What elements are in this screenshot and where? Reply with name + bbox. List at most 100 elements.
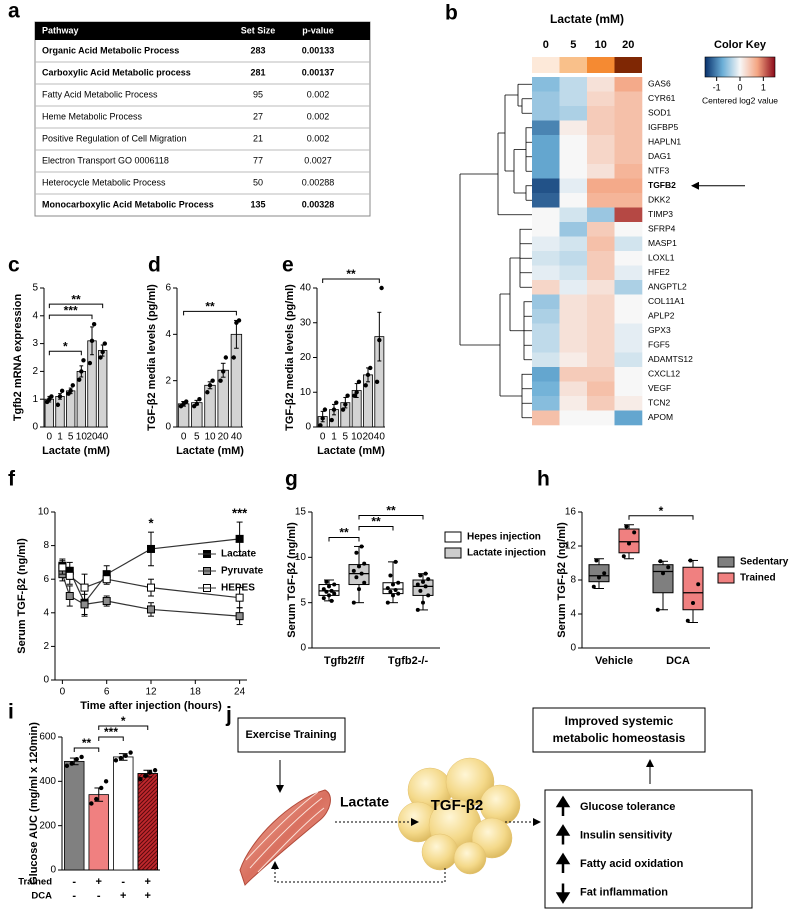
y-tick-label: 2 — [32, 366, 38, 377]
heatmap-cell — [587, 367, 615, 382]
y-tick-label: 8 — [570, 575, 576, 586]
marker — [102, 597, 111, 606]
data-point — [103, 779, 109, 784]
data-point — [354, 575, 359, 580]
heatmap-cell — [532, 207, 560, 223]
data-point — [379, 285, 384, 291]
data-point — [393, 559, 398, 564]
y-tick-label: 4 — [43, 607, 49, 618]
panel-label: h — [537, 468, 550, 491]
heatmap-cell — [559, 193, 588, 208]
heatmap-cell — [532, 120, 560, 136]
y-tick-label: 5 — [32, 283, 38, 294]
data-point — [696, 582, 701, 587]
condition-mark: + — [120, 890, 126, 902]
data-point — [426, 593, 431, 598]
table-cell: Monocarboxylic Acid Metabolic Process — [42, 199, 214, 209]
significance-label: ** — [346, 267, 356, 281]
heatmap-cell — [587, 251, 615, 266]
condition-name: Trained — [18, 877, 52, 888]
effect-arrow — [555, 824, 571, 845]
heatmap-cell — [614, 309, 643, 324]
heatmap-cell — [532, 410, 560, 426]
data-point — [396, 591, 401, 596]
heatmap-cell — [614, 294, 643, 310]
heatmap-cell — [587, 120, 615, 136]
x-tick-label: 5 — [194, 432, 200, 443]
table-cell: 0.00288 — [302, 177, 335, 187]
row-label: VEGF — [648, 383, 671, 393]
condition-mark: + — [145, 890, 151, 902]
column-header: p-value — [302, 25, 334, 35]
data-point — [658, 559, 663, 564]
significance-bracket — [322, 278, 380, 283]
row-label: CXCL12 — [648, 369, 680, 379]
data-point — [221, 369, 226, 374]
marker — [65, 571, 74, 580]
table-cell: 0.002 — [307, 133, 330, 143]
data-point — [89, 801, 94, 806]
table-cell: Positive Regulation of Cell Migration — [42, 133, 187, 143]
y-tick-label: 0 — [43, 675, 49, 686]
heatmap-cell — [614, 410, 643, 426]
data-point — [621, 554, 626, 559]
y-tick-label: 16 — [565, 507, 577, 518]
y-tick-label: 40 — [300, 283, 312, 294]
heatmap-cell — [532, 193, 560, 208]
heatmap-cell — [532, 222, 560, 237]
data-point — [123, 753, 128, 759]
bar — [64, 760, 85, 871]
data-point — [632, 530, 637, 535]
condition-mark: + — [145, 876, 151, 888]
heatmap-cell — [614, 323, 643, 339]
muscle-fibers — [245, 791, 325, 873]
data-point — [661, 571, 665, 576]
panel-label: g — [285, 468, 298, 491]
y-tick-label: 20 — [300, 352, 312, 363]
y-tick-label: 6 — [43, 574, 49, 585]
outcome-label: metabolic homeostasis — [553, 731, 686, 745]
heatmap-cell — [587, 294, 615, 310]
panel-label: f — [8, 468, 16, 491]
heatmap-cell — [614, 222, 643, 237]
table-cell: 27 — [253, 111, 263, 121]
table-header — [35, 22, 370, 40]
significance-bracket — [48, 303, 104, 309]
heatmap-cell — [587, 91, 615, 107]
significance-bracket — [358, 525, 394, 531]
legend-label: Lactate — [221, 549, 256, 560]
data-point — [218, 378, 223, 383]
marker — [235, 593, 244, 602]
heatmap-cell — [532, 178, 560, 194]
heatmap-cell — [587, 135, 615, 150]
effects-box — [544, 789, 753, 909]
data-point — [377, 337, 382, 343]
data-point — [74, 756, 79, 762]
data-point — [423, 571, 428, 576]
panel-label: e — [282, 254, 294, 277]
data-point — [89, 338, 95, 344]
data-point — [594, 558, 599, 563]
row-label: HFE2 — [648, 267, 670, 277]
data-point — [340, 407, 346, 412]
significance-label: * — [63, 339, 68, 353]
table-cell: 21 — [253, 133, 263, 143]
heatmap-cell — [614, 396, 643, 411]
row-label: TGFB2 — [648, 180, 676, 190]
row-label: GAS6 — [648, 79, 671, 89]
row-label: HAPLN1 — [648, 137, 681, 147]
data-point — [418, 588, 423, 593]
heatmap-cell — [587, 207, 615, 223]
data-point — [231, 355, 236, 360]
significance-bracket — [73, 747, 100, 752]
y-tick-label: 0 — [32, 422, 38, 433]
heatmap-cell — [614, 91, 643, 107]
y-tick-label: 4 — [32, 310, 38, 321]
heatmap-cell — [559, 352, 588, 368]
heatmap-cell — [614, 265, 643, 281]
condition-mark: - — [72, 876, 76, 888]
x-tick-label: 20 — [218, 432, 230, 443]
table-cell: 0.002 — [307, 89, 330, 99]
column-label: 0 — [543, 39, 549, 51]
